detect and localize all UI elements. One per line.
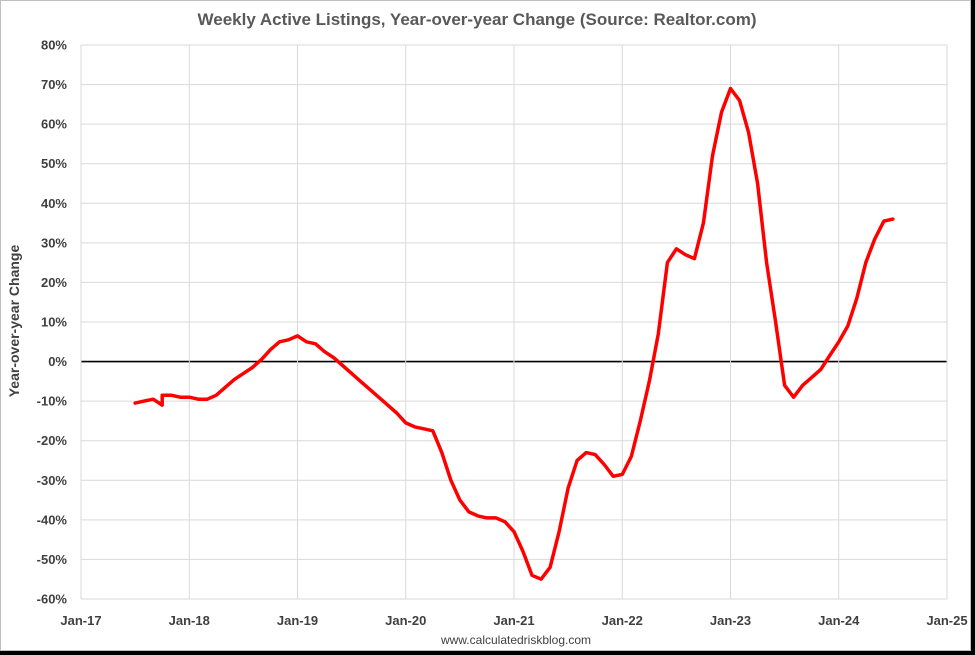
y-tick-label: -50% <box>37 552 68 567</box>
y-tick-label: 20% <box>41 275 67 290</box>
y-tick-label: -40% <box>37 512 68 527</box>
x-tick-label: Jan-24 <box>818 613 860 628</box>
y-tick-label: 0% <box>48 354 67 369</box>
grid-layer <box>80 44 948 600</box>
y-tick-label: 10% <box>41 315 67 330</box>
x-tick-label: Jan-20 <box>385 613 426 628</box>
y-tick-label: 30% <box>41 235 67 250</box>
y-tick-label: 40% <box>41 196 67 211</box>
y-tick-label: 60% <box>41 117 67 132</box>
x-tick-label: Jan-23 <box>710 613 751 628</box>
chart-title: Weekly Active Listings, Year-over-year C… <box>198 10 757 29</box>
x-tick-labels: Jan-17 Jan-18 Jan-19 Jan-20 Jan-21 Jan-22 Jan-… <box>60 613 967 628</box>
y-tick-labels: 80% 70% 60% 50% 40% 30% 20% 10% 0% -10% -20% -30% -4… <box>37 38 68 607</box>
y-tick-label: -60% <box>37 592 68 607</box>
x-tick-label: Jan-22 <box>602 613 643 628</box>
x-tick-label: Jan-18 <box>169 613 210 628</box>
source-footer: www.calculatedriskblog.com <box>440 633 591 647</box>
y-tick-label: 70% <box>41 77 67 92</box>
y-axis-label: Year-over-year Change <box>6 245 22 398</box>
y-tick-label: -20% <box>37 433 68 448</box>
x-tick-label: Jan-21 <box>493 613 534 628</box>
series-line <box>133 86 895 581</box>
y-tick-label: 80% <box>41 38 67 53</box>
y-tick-label: 50% <box>41 156 67 171</box>
series-layer <box>133 86 895 581</box>
x-tick-label: Jan-19 <box>277 613 318 628</box>
y-tick-label: -30% <box>37 473 68 488</box>
x-tick-label: Jan-25 <box>926 613 967 628</box>
x-tick-label: Jan-17 <box>60 613 101 628</box>
y-tick-label: -10% <box>37 394 68 409</box>
